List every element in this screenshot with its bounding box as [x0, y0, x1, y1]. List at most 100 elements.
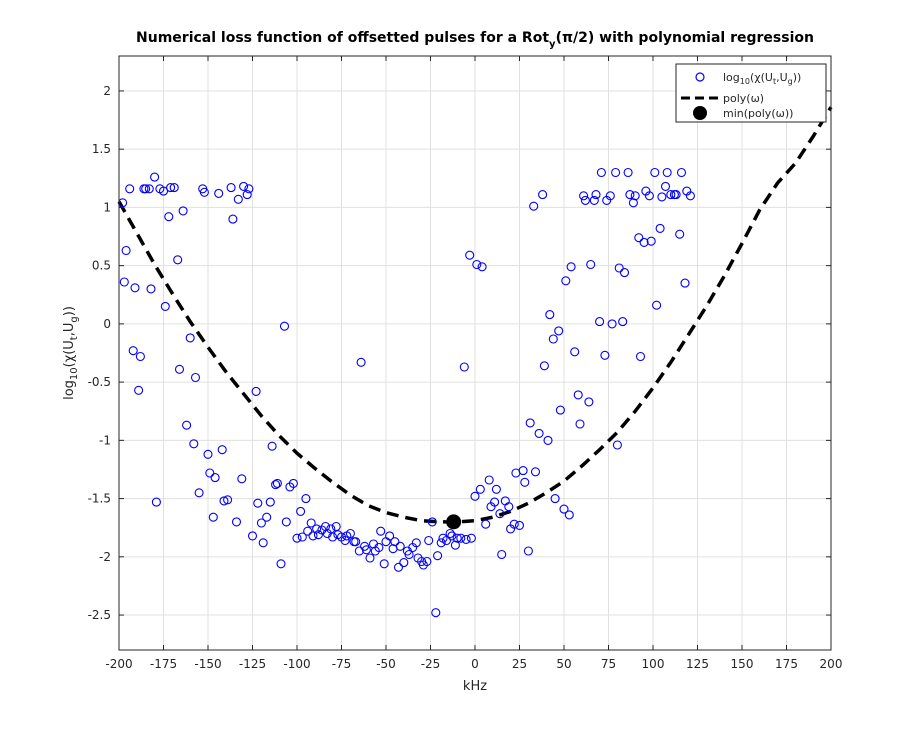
data-point	[650, 167, 660, 178]
data-point	[676, 167, 687, 178]
data-point	[351, 537, 361, 547]
data-point	[586, 259, 596, 270]
data-point	[272, 478, 282, 488]
data-point	[356, 357, 366, 367]
data-point	[548, 334, 558, 344]
data-point	[675, 229, 685, 239]
data-point	[265, 497, 275, 507]
data-point	[306, 518, 316, 528]
data-point	[655, 223, 665, 233]
data-point	[666, 190, 676, 200]
data-point	[623, 167, 633, 178]
data-point	[288, 478, 298, 488]
data-point	[208, 512, 218, 522]
data-point	[279, 321, 290, 331]
y-tick-label: 1.5	[92, 142, 111, 156]
x-tick-label: 125	[686, 657, 709, 671]
data-point	[559, 504, 569, 514]
legend-label-scatter: log10(χ(Ut,Ug))	[723, 71, 801, 86]
data-point	[328, 532, 338, 542]
data-point	[173, 255, 183, 265]
data-point	[395, 541, 405, 551]
data-point	[379, 559, 389, 569]
data-point	[495, 509, 505, 519]
data-point	[646, 236, 656, 246]
data-point	[628, 198, 638, 208]
data-point	[121, 245, 131, 256]
data-point	[125, 184, 135, 194]
data-point	[256, 518, 266, 528]
data-point	[614, 263, 624, 273]
data-point	[144, 184, 154, 194]
data-point	[450, 540, 460, 550]
data-point	[625, 190, 635, 200]
data-point	[219, 496, 229, 506]
data-point	[237, 474, 247, 484]
data-point	[589, 195, 599, 205]
legend-marker-min	[693, 106, 707, 120]
data-point	[340, 535, 350, 546]
data-point	[634, 233, 644, 243]
data-point	[320, 521, 331, 532]
data-point	[660, 181, 671, 191]
data-point	[657, 192, 667, 202]
data-point	[151, 497, 161, 507]
data-point	[258, 538, 268, 548]
data-point	[312, 524, 322, 534]
data-point	[490, 497, 500, 507]
data-point	[199, 187, 209, 197]
data-point	[146, 284, 156, 294]
x-tick-label: 100	[642, 657, 665, 671]
x-tick-label: -50	[376, 657, 396, 671]
data-point	[475, 484, 485, 494]
data-point	[189, 439, 199, 449]
data-point	[573, 390, 583, 400]
data-point	[376, 526, 386, 536]
data-point	[262, 512, 272, 522]
data-point	[484, 475, 494, 485]
data-point	[470, 491, 480, 501]
y-tick-label: -1	[99, 433, 111, 447]
data-point	[247, 531, 258, 541]
data-point	[685, 191, 695, 201]
data-point	[205, 468, 215, 478]
data-point	[580, 195, 590, 205]
data-point	[564, 510, 574, 520]
data-point	[422, 556, 432, 567]
y-tick-label: 0.5	[92, 259, 111, 273]
y-tick-label: -0.5	[88, 375, 111, 389]
poly-line	[117, 106, 833, 524]
data-point	[525, 418, 535, 428]
y-tick-label: 1	[103, 200, 111, 214]
data-point	[639, 237, 649, 247]
data-point	[427, 517, 437, 527]
data-point	[491, 484, 501, 494]
legend-marker-scatter	[695, 72, 705, 82]
data-point	[605, 191, 615, 201]
data-point	[523, 546, 533, 556]
data-point	[591, 190, 601, 200]
y-tick-label: 2	[103, 84, 111, 98]
data-point	[600, 350, 610, 360]
data-point	[296, 506, 306, 516]
chart-title: Numerical loss function of offsetted pul…	[136, 30, 814, 50]
x-tick-label: 0	[471, 657, 479, 671]
data-point	[611, 167, 621, 178]
data-point	[233, 194, 243, 204]
data-point	[174, 364, 185, 374]
grid	[118, 56, 832, 650]
poly-layer	[117, 106, 833, 524]
data-point	[251, 386, 261, 396]
x-tick-label: 25	[512, 657, 527, 671]
data-point	[543, 435, 553, 445]
data-point	[190, 372, 201, 383]
data-point	[529, 201, 539, 211]
data-point	[630, 191, 640, 201]
data-point	[178, 206, 188, 216]
data-point	[433, 551, 443, 561]
data-point	[424, 535, 434, 546]
x-tick-label: 75	[601, 657, 616, 671]
y-tick-label: 0	[103, 317, 111, 331]
y-tick-label: -1.5	[88, 492, 111, 506]
x-ticks: -200 -175 -150 -125 -100 -75 -50 -25 0 25 50 75 100 1…	[105, 56, 842, 671]
